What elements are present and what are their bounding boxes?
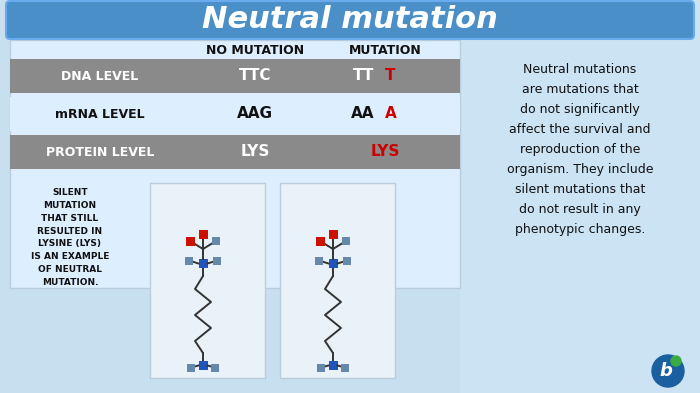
- FancyBboxPatch shape: [10, 59, 460, 93]
- FancyBboxPatch shape: [316, 237, 325, 246]
- Text: AA: AA: [351, 107, 374, 121]
- FancyBboxPatch shape: [10, 40, 460, 288]
- FancyBboxPatch shape: [10, 97, 460, 131]
- FancyBboxPatch shape: [342, 237, 350, 245]
- FancyBboxPatch shape: [341, 364, 349, 371]
- FancyBboxPatch shape: [6, 1, 694, 39]
- Text: T: T: [385, 68, 396, 83]
- FancyBboxPatch shape: [199, 230, 207, 239]
- FancyBboxPatch shape: [186, 237, 195, 246]
- FancyBboxPatch shape: [328, 259, 337, 268]
- FancyBboxPatch shape: [213, 257, 221, 264]
- FancyBboxPatch shape: [460, 0, 700, 393]
- Text: mRNA LEVEL: mRNA LEVEL: [55, 108, 145, 121]
- Text: LYS: LYS: [240, 145, 270, 160]
- FancyBboxPatch shape: [343, 257, 351, 264]
- Text: TT: TT: [353, 68, 374, 83]
- Text: LYS: LYS: [370, 145, 400, 160]
- Text: TTC: TTC: [239, 68, 272, 83]
- Text: AAG: AAG: [237, 107, 273, 121]
- Text: SILENT
MUTATION
THAT STILL
RESULTED IN
LYSINE (LYS)
IS AN EXAMPLE
OF NEUTRAL
MUT: SILENT MUTATION THAT STILL RESULTED IN L…: [31, 188, 109, 287]
- Text: MUTATION: MUTATION: [349, 44, 421, 57]
- Text: A: A: [385, 107, 397, 121]
- Text: NO MUTATION: NO MUTATION: [206, 44, 304, 57]
- FancyBboxPatch shape: [328, 230, 337, 239]
- FancyBboxPatch shape: [315, 257, 323, 264]
- Text: DNA LEVEL: DNA LEVEL: [62, 70, 139, 83]
- FancyBboxPatch shape: [10, 135, 460, 169]
- Circle shape: [671, 356, 681, 366]
- Text: b: b: [659, 362, 673, 380]
- FancyBboxPatch shape: [280, 183, 395, 378]
- FancyBboxPatch shape: [185, 257, 193, 264]
- FancyBboxPatch shape: [317, 364, 325, 371]
- FancyBboxPatch shape: [328, 361, 337, 370]
- FancyBboxPatch shape: [150, 183, 265, 378]
- FancyBboxPatch shape: [199, 361, 207, 370]
- FancyBboxPatch shape: [199, 259, 207, 268]
- FancyBboxPatch shape: [187, 364, 195, 371]
- FancyBboxPatch shape: [211, 364, 219, 371]
- FancyBboxPatch shape: [212, 237, 220, 245]
- Text: Neutral mutation: Neutral mutation: [202, 6, 498, 35]
- Circle shape: [652, 355, 684, 387]
- Text: PROTEIN LEVEL: PROTEIN LEVEL: [46, 145, 154, 158]
- Text: Neutral mutations
are mutations that
do not significantly
affect the survival an: Neutral mutations are mutations that do …: [507, 63, 653, 236]
